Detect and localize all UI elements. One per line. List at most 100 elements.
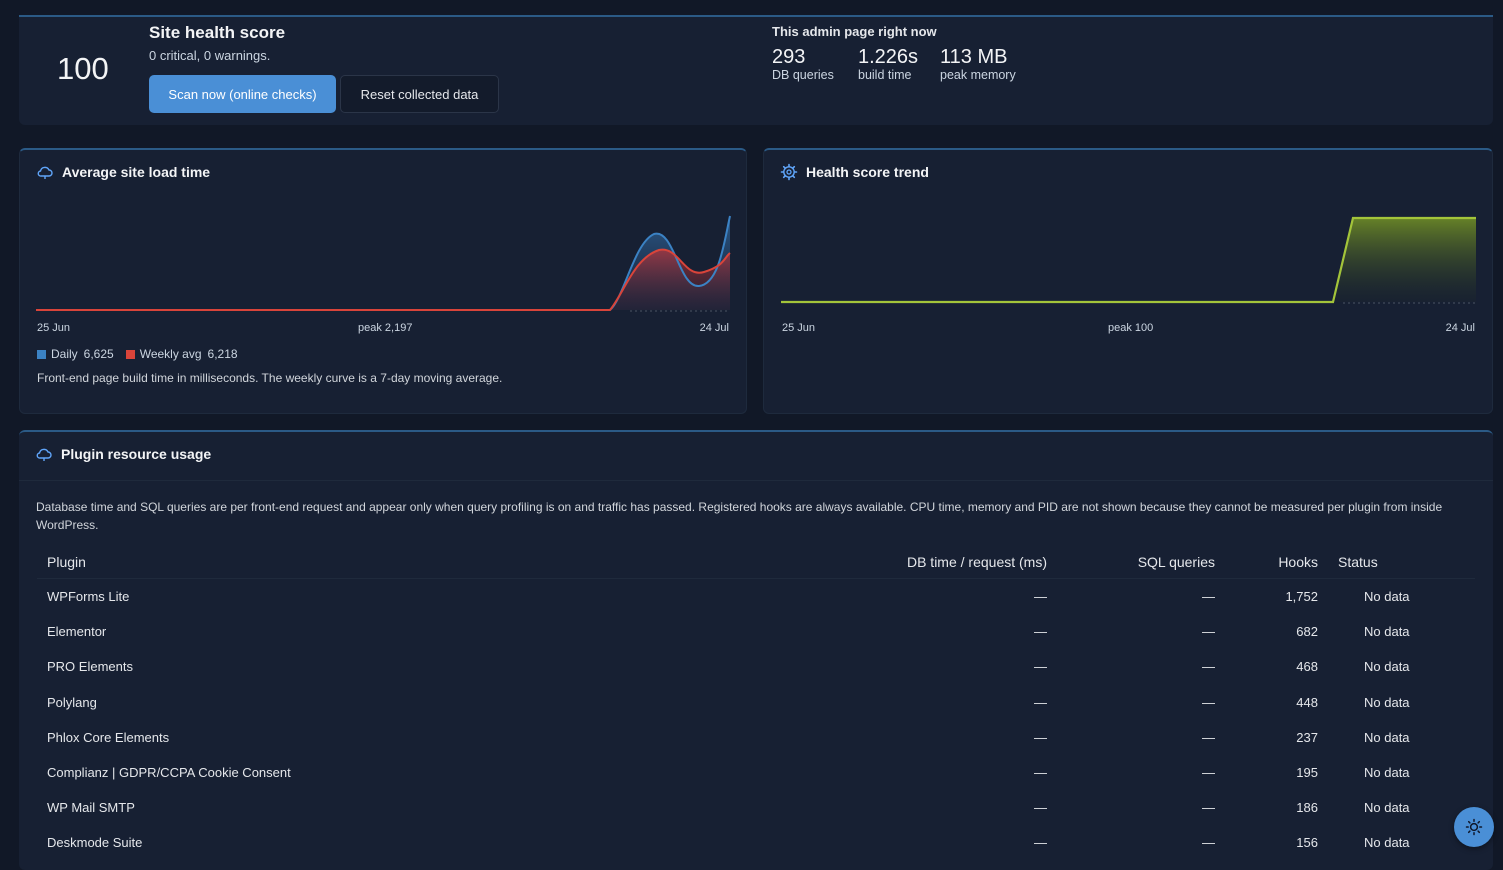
legend-daily[interactable]: Daily 6,625 <box>37 347 114 361</box>
legend-weekly[interactable]: Weekly avg 6,218 <box>125 347 238 361</box>
legend-value: 6,218 <box>207 347 238 361</box>
db-time-cell: — <box>1034 659 1047 675</box>
health-trend-chart <box>781 216 1476 304</box>
column-header-db-time[interactable]: DB time / request (ms) <box>906 554 1047 570</box>
sql-queries-cell: — <box>1202 729 1215 745</box>
metric-label: build time <box>858 68 912 82</box>
metric-value: 1.226s <box>858 46 919 68</box>
status-cell: No data <box>1364 765 1410 781</box>
status-cell: No data <box>1364 624 1410 640</box>
db-time-cell: — <box>1034 800 1047 816</box>
x-axis-start: 25 Jun <box>37 322 71 334</box>
gear-icon <box>780 163 798 181</box>
column-header-plugin[interactable]: Plugin <box>47 554 86 570</box>
divider <box>19 480 1493 481</box>
reset-data-button[interactable]: Reset collected data <box>340 75 499 113</box>
status-cell: No data <box>1364 800 1410 816</box>
table-row[interactable]: Complianz | GDPR/CCPA Cookie Consent — — 19… <box>37 755 1475 790</box>
cloud-icon <box>36 448 52 461</box>
chart-note: Front-end page build time in millisecond… <box>37 371 503 385</box>
hooks-cell: 237 <box>1296 729 1318 745</box>
status-cell: No data <box>1364 659 1410 675</box>
weekly-area <box>36 249 730 310</box>
db-time-cell: — <box>1034 589 1047 605</box>
plugin-usage-card: Plugin resource usage Database time and … <box>19 430 1493 870</box>
trend-header: Health score trend <box>780 163 929 181</box>
metric-label: DB queries <box>772 68 834 82</box>
scan-now-button[interactable]: Scan now (online checks) <box>149 75 336 113</box>
plugin-table: Plugin DB time / request (ms) SQL querie… <box>37 546 1475 861</box>
db-time-cell: — <box>1034 765 1047 781</box>
plugin-usage-title: Plugin resource usage <box>61 446 212 462</box>
table-row[interactable]: WP Mail SMTP — — 186 No data <box>37 790 1475 825</box>
hooks-cell: 195 <box>1296 765 1318 781</box>
table-row[interactable]: Deskmode Suite — — 156 No data <box>37 825 1475 860</box>
sql-queries-cell: — <box>1202 800 1215 816</box>
peak-label: peak 2,197 <box>358 322 413 334</box>
weekly-series-line <box>36 248 731 311</box>
plugin-name-cell: Phlox Core Elements <box>47 729 170 745</box>
plugin-usage-header: Plugin resource usage <box>35 445 211 463</box>
hooks-cell: 448 <box>1296 694 1318 710</box>
table-row[interactable]: Elementor — — 682 No data <box>37 614 1475 649</box>
status-cell: No data <box>1364 589 1410 605</box>
health-trend-card: Health score trend 25 Jun peak 100 24 Ju… <box>763 148 1493 414</box>
plugin-name-cell: Complianz | GDPR/CCPA Cookie Consent <box>47 765 291 781</box>
plugin-name-cell: PRO Elements <box>47 659 133 675</box>
status-cell: No data <box>1364 694 1410 710</box>
sql-queries-cell: — <box>1202 694 1215 710</box>
legend-swatch <box>125 350 135 359</box>
metric-peak-memory: 113 MB peak memory <box>940 45 1016 82</box>
table-row[interactable]: WPForms Lite — — 1,752 No data <box>37 579 1475 615</box>
metric-label: peak memory <box>940 68 1016 82</box>
legend-label: Daily <box>51 347 78 361</box>
sql-queries-cell: — <box>1202 589 1215 605</box>
metric-db-queries: 293 DB queries <box>772 45 834 82</box>
health-summary-card: 100 Site health score 0 critical, 0 warn… <box>19 15 1493 125</box>
plugin-name-cell: WP Mail SMTP <box>47 800 135 816</box>
x-axis-end: 24 Jul <box>1445 322 1475 334</box>
sql-queries-cell: — <box>1202 765 1215 781</box>
sql-queries-cell: — <box>1202 835 1215 851</box>
plugin-usage-description: Database time and SQL queries are per fr… <box>36 500 1443 532</box>
load-time-chart <box>36 215 731 312</box>
legend-label: Weekly avg <box>139 347 202 361</box>
theme-toggle-button[interactable] <box>1454 807 1494 847</box>
trend-series-line <box>781 216 1476 304</box>
admin-page-title: This admin page right now <box>772 24 937 39</box>
db-time-cell: — <box>1034 624 1047 640</box>
db-time-cell: — <box>1034 694 1047 710</box>
cloud-icon <box>37 166 53 179</box>
sun-icon <box>1465 818 1483 836</box>
legend-value: 6,625 <box>83 347 114 361</box>
hooks-cell: 682 <box>1296 624 1318 640</box>
load-time-title: Average site load time <box>62 164 211 180</box>
health-score: 100 <box>57 51 109 86</box>
sql-queries-cell: — <box>1202 624 1215 640</box>
status-cell: No data <box>1364 835 1410 851</box>
x-axis-start: 25 Jun <box>782 322 816 334</box>
status-cell: No data <box>1364 729 1410 745</box>
trend-area <box>781 218 1476 302</box>
x-axis-end: 24 Jul <box>699 322 729 334</box>
table-row[interactable]: Phlox Core Elements — — 237 No data <box>37 720 1475 755</box>
load-time-card: Average site load time 25 Jun peak 2,197… <box>19 148 747 414</box>
health-subtitle: 0 critical, 0 warnings. <box>149 48 271 63</box>
metric-value: 113 MB <box>940 46 1008 68</box>
hooks-cell: 156 <box>1296 835 1318 851</box>
db-time-cell: — <box>1034 835 1047 851</box>
column-header-status[interactable]: Status <box>1338 554 1378 570</box>
plugin-name-cell: Elementor <box>47 624 107 640</box>
db-time-cell: — <box>1034 729 1047 745</box>
peak-label: peak 100 <box>1108 322 1154 334</box>
legend-swatch <box>37 350 46 359</box>
hooks-cell: 468 <box>1296 659 1318 675</box>
table-row[interactable]: PRO Elements — — 468 No data <box>37 649 1475 684</box>
daily-series-line <box>609 215 731 311</box>
chart-legend: Daily 6,625 Weekly avg 6,218 <box>37 347 238 361</box>
hooks-cell: 186 <box>1296 800 1318 816</box>
table-row[interactable]: Polylang — — 448 No data <box>37 685 1475 720</box>
table-header-row: Plugin DB time / request (ms) SQL querie… <box>37 546 1475 579</box>
column-header-hooks[interactable]: Hooks <box>1278 554 1318 570</box>
column-header-sql-queries[interactable]: SQL queries <box>1137 554 1215 570</box>
